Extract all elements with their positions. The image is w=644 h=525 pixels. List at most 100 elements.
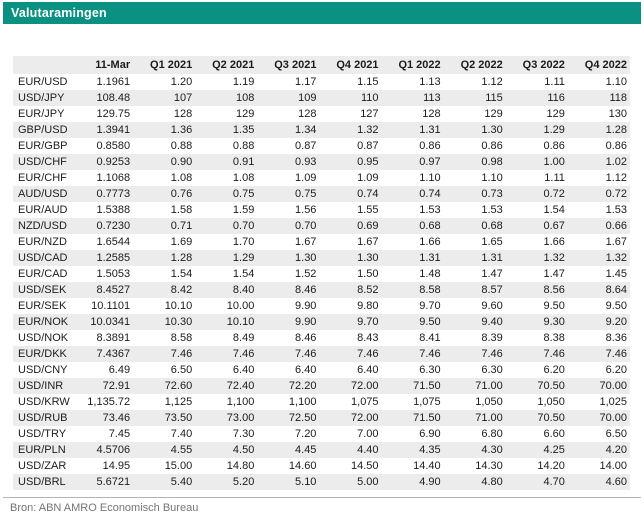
forecast-value: 1.1068 xyxy=(96,172,131,184)
forecast-value: 7.46 xyxy=(170,348,193,360)
forecast-value: 1,050 xyxy=(475,396,503,408)
forecast-value: 0.68 xyxy=(419,220,441,232)
forecast-value: 6.40 xyxy=(295,364,317,376)
forecast-value: 14.30 xyxy=(475,460,503,472)
forecast-value: 4.5706 xyxy=(96,444,131,456)
forecast-value: 116 xyxy=(547,92,565,104)
forecast-value: 1.47 xyxy=(481,268,503,280)
forecast-value: 4.80 xyxy=(481,476,503,488)
forecast-value: 9.70 xyxy=(357,316,379,328)
forecast-value: 1.59 xyxy=(232,204,255,216)
forecast-value: 1.30 xyxy=(295,252,317,264)
forecast-value: 4.35 xyxy=(419,444,441,456)
forecast-value: 8.58 xyxy=(170,332,193,344)
forecast-value: 10.00 xyxy=(226,300,255,312)
row-label-header xyxy=(13,56,71,74)
currency-pair-label: USD/RUB xyxy=(18,412,68,424)
forecast-value: 10.30 xyxy=(164,316,193,328)
forecast-value: 1.10 xyxy=(419,172,441,184)
forecast-value: 4.40 xyxy=(357,444,379,456)
table-row: EUR/PLN 4.5706 4.55 4.50 4.45 4.40 4.35 4.30 4.2… xyxy=(13,442,630,458)
forecast-value: 1.69 xyxy=(170,236,193,248)
forecast-value: 7.46 xyxy=(605,348,627,360)
forecast-value: 6.40 xyxy=(357,364,379,376)
table-row: EUR/SEK 10.1101 10.10 10.00 9.90 9.80 9.70 9.60… xyxy=(13,298,630,314)
currency-pair-label: USD/BRL xyxy=(18,476,66,488)
forecast-value: 0.95 xyxy=(357,156,379,168)
currency-pair-label: EUR/JPY xyxy=(18,108,65,120)
forecast-value: 5.20 xyxy=(232,476,255,488)
forecast-value: 8.49 xyxy=(232,332,255,344)
forecast-value: 1.09 xyxy=(295,172,317,184)
currency-pair-label: AUD/USD xyxy=(18,188,68,200)
column-header: Q1 2021 xyxy=(133,56,196,74)
forecast-value: 73.50 xyxy=(164,412,193,424)
forecast-value: 1.17 xyxy=(295,76,317,88)
currency-pair-label: USD/CNY xyxy=(18,364,68,376)
forecast-value: 1.11 xyxy=(544,172,565,184)
column-header: Q2 2022 xyxy=(443,56,506,74)
forecast-value: 1.31 xyxy=(419,124,441,136)
column-header: 11-Mar xyxy=(71,56,134,74)
forecast-value: 72.00 xyxy=(351,412,379,424)
forecast-value: 1.30 xyxy=(481,124,503,136)
forecast-value: 9.40 xyxy=(481,316,503,328)
forecast-value: 1.55 xyxy=(357,204,379,216)
forecast-value: 115 xyxy=(485,92,503,104)
forecast-value: 1.29 xyxy=(232,252,255,264)
forecast-value: 14.00 xyxy=(599,460,627,472)
currency-pair-label: EUR/PLN xyxy=(18,444,66,456)
forecast-value: 5.6721 xyxy=(96,476,131,488)
forecast-value: 1,050 xyxy=(537,396,565,408)
forecast-value: 0.70 xyxy=(295,220,317,232)
forecast-value: 6.49 xyxy=(108,364,131,376)
forecast-value: 1.31 xyxy=(481,252,503,264)
table-row: USD/KRW 1,135.72 1,125 1,100 1,100 1,075 1,075… xyxy=(13,394,630,410)
currency-pair-label: EUR/NOK xyxy=(18,316,69,328)
forecast-value: 0.73 xyxy=(481,188,503,200)
forecast-value: 0.87 xyxy=(295,140,317,152)
footer-divider xyxy=(3,497,641,498)
forecast-value: 10.1101 xyxy=(91,300,131,312)
forecast-value: 0.87 xyxy=(357,140,379,152)
forecast-value: 1.67 xyxy=(295,236,317,248)
forecast-value: 128 xyxy=(173,108,193,120)
column-header: Q1 2022 xyxy=(381,56,444,74)
forecast-value: 1.32 xyxy=(605,252,627,264)
forecast-value: 1.65 xyxy=(481,236,503,248)
forecast-value: 7.30 xyxy=(232,428,255,440)
forecast-value: 1.29 xyxy=(543,124,565,136)
forecast-value: 129 xyxy=(546,108,565,120)
forecast-value: 70.00 xyxy=(599,380,627,392)
currency-pair-label: EUR/GBP xyxy=(18,140,68,152)
table-row: EUR/JPY 129.75 128 129 128 127 128 129 129 130 xyxy=(13,106,630,122)
currency-pair-label: USD/NOK xyxy=(18,332,69,344)
forecast-value: 6.30 xyxy=(419,364,441,376)
forecast-value: 1.53 xyxy=(605,204,627,216)
currency-pair-label: EUR/USD xyxy=(18,76,68,88)
forecast-value: 14.50 xyxy=(351,460,379,472)
forecast-value: 0.70 xyxy=(232,220,255,232)
forecast-value: 1.08 xyxy=(232,172,255,184)
table-row: USD/ZAR 14.95 15.00 14.80 14.60 14.50 14.40 14.… xyxy=(13,458,630,474)
forecast-value: 14.80 xyxy=(226,460,255,472)
table-row: EUR/DKK 7.4367 7.46 7.46 7.46 7.46 7.46 7.46 7.4… xyxy=(13,346,630,362)
forecast-value: 109 xyxy=(298,92,317,104)
forecast-value: 6.30 xyxy=(481,364,503,376)
forecast-value: 6.50 xyxy=(605,428,627,440)
forecast-value: 4.70 xyxy=(543,476,565,488)
forecast-value: 1.5053 xyxy=(96,268,131,280)
currency-pair-label: USD/JPY xyxy=(18,92,65,104)
forecast-value: 1.10 xyxy=(605,76,627,88)
forecast-value: 7.46 xyxy=(232,348,255,360)
forecast-value: 1.66 xyxy=(419,236,441,248)
forecast-value: 0.86 xyxy=(481,140,503,152)
forecast-value: 8.56 xyxy=(543,284,565,296)
table-row: USD/TRY 7.45 7.40 7.30 7.20 7.00 6.90 6.80 6.60 6… xyxy=(13,426,630,442)
forecast-value: 1.15 xyxy=(357,76,379,88)
forecast-value: 1.1961 xyxy=(96,76,131,88)
forecast-value: 1,100 xyxy=(226,396,255,408)
forecast-value: 7.46 xyxy=(295,348,317,360)
column-header: Q2 2021 xyxy=(195,56,258,74)
forecast-value: 1.48 xyxy=(419,268,441,280)
